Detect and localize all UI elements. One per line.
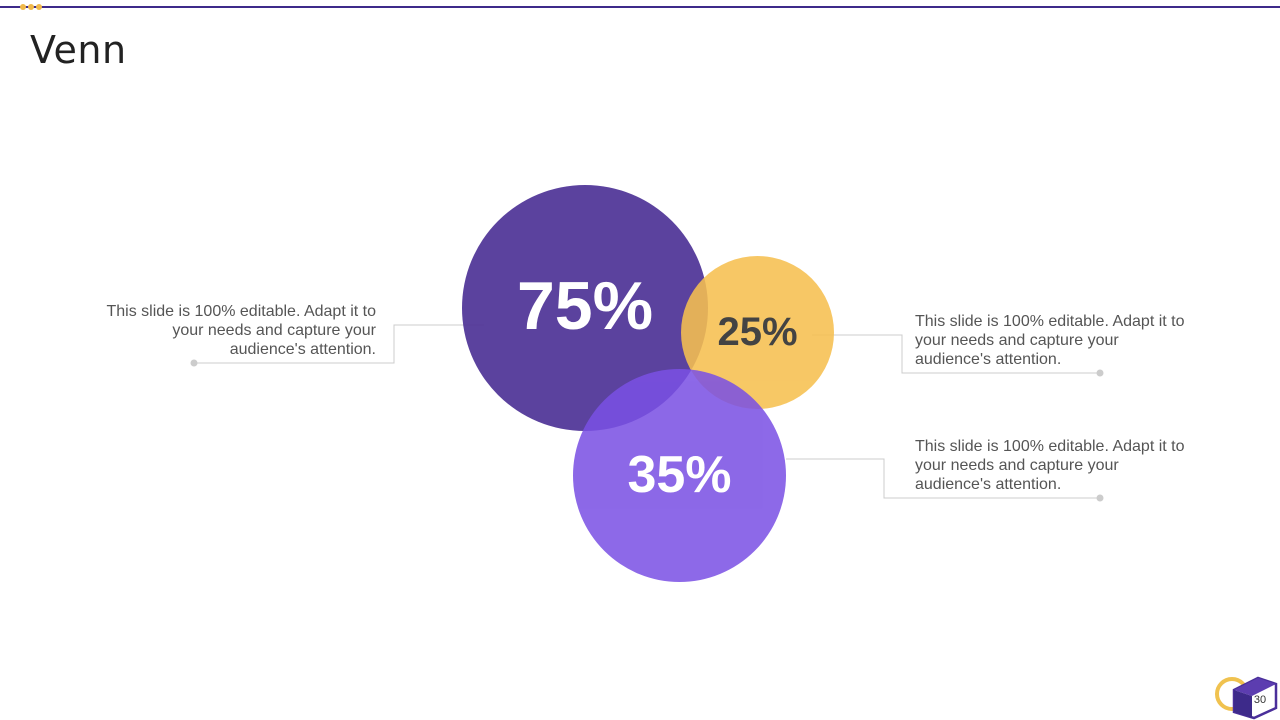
venn-circle-75: 75% bbox=[462, 185, 708, 431]
connector-left bbox=[194, 324, 484, 364]
top-dots bbox=[20, 4, 42, 10]
page-number: 30 bbox=[1253, 694, 1267, 706]
connector-right-bottom bbox=[786, 458, 1100, 499]
venn-label-35: 35% bbox=[627, 445, 732, 504]
top-accent-line bbox=[0, 6, 1280, 8]
connector-end-dot bbox=[1096, 369, 1104, 377]
connector-end-dot bbox=[190, 359, 198, 367]
description-left: This slide is 100% editable. Adapt it to… bbox=[106, 303, 377, 358]
description-right-top: This slide is 100% editable. Adapt it to… bbox=[915, 313, 1185, 368]
accent-dot bbox=[20, 4, 26, 10]
connector-end-dot bbox=[1096, 494, 1104, 502]
connector-right-top bbox=[812, 334, 1100, 374]
accent-dot bbox=[36, 4, 42, 10]
slide-title: Venn bbox=[30, 28, 127, 72]
accent-dot bbox=[28, 4, 34, 10]
venn-circle-25: 25% bbox=[681, 256, 834, 409]
brand-logo-icon bbox=[1215, 676, 1278, 720]
venn-circle-35: 35% bbox=[573, 369, 786, 582]
venn-label-75: 75% bbox=[516, 268, 654, 344]
venn-label-25: 25% bbox=[717, 310, 798, 354]
description-right-bottom: This slide is 100% editable. Adapt it to… bbox=[915, 438, 1185, 493]
